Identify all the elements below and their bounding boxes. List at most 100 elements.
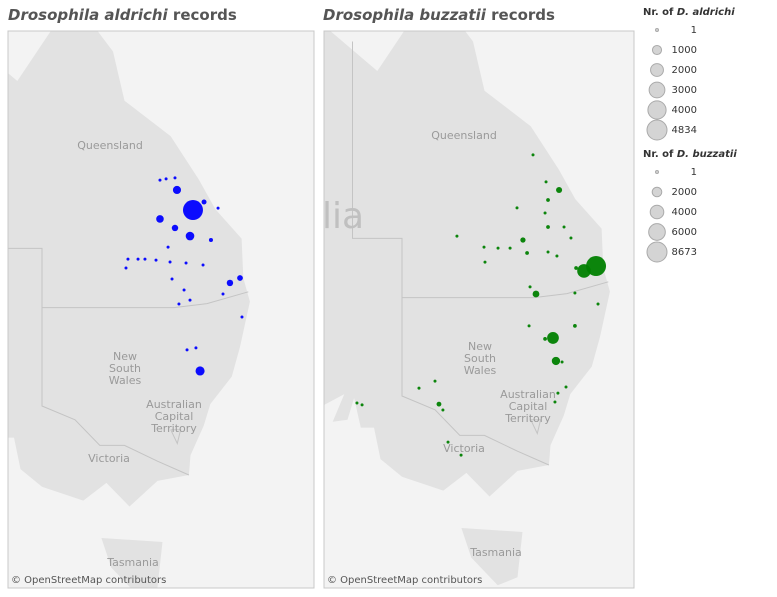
legend-title: Nr. of D. aldrichi xyxy=(643,7,735,18)
record-point xyxy=(441,408,445,412)
record-point xyxy=(182,288,186,292)
record-point xyxy=(515,206,519,210)
legend-label: 4000 xyxy=(672,207,697,218)
record-point xyxy=(185,231,195,241)
record-point xyxy=(496,246,500,250)
map-title: Drosophila buzzatii records xyxy=(323,6,555,24)
record-point xyxy=(483,260,487,264)
region-label: Territory xyxy=(504,412,551,425)
legend-prefix: Nr. of xyxy=(643,149,674,160)
record-point xyxy=(586,256,607,277)
state-border xyxy=(401,297,550,466)
record-point xyxy=(226,279,234,287)
record-point xyxy=(528,285,532,289)
region-label: South xyxy=(464,352,496,365)
record-point xyxy=(172,185,182,195)
panel-border xyxy=(7,30,315,589)
record-point xyxy=(240,315,244,319)
region-label: South xyxy=(109,362,141,375)
land xyxy=(324,31,610,497)
record-point xyxy=(433,379,437,383)
region-label: Wales xyxy=(109,374,142,387)
attribution: © OpenStreetMap contributors xyxy=(11,575,166,586)
record-point xyxy=(543,211,547,215)
record-point xyxy=(154,258,158,262)
record-point xyxy=(546,250,550,254)
title-species: Drosophila aldrichi xyxy=(8,6,169,24)
record-point xyxy=(171,224,179,232)
region-label: Wales xyxy=(464,364,497,377)
record-point xyxy=(553,400,557,404)
region-label: Victoria xyxy=(88,452,130,465)
record-point xyxy=(446,440,450,444)
record-point xyxy=(156,215,164,223)
attribution: © OpenStreetMap contributors xyxy=(327,575,482,586)
record-point xyxy=(360,403,364,407)
record-point xyxy=(556,186,563,194)
record-point xyxy=(417,386,421,390)
region-label: Victoria xyxy=(443,442,485,455)
legend-prefix: Nr. of xyxy=(643,7,674,18)
state-border xyxy=(170,429,182,445)
record-point xyxy=(173,176,177,180)
record-point xyxy=(577,264,591,278)
record-point xyxy=(596,302,600,306)
record-point xyxy=(482,245,486,249)
legend-label: 4834 xyxy=(672,125,697,136)
legend-species: D. buzzatii xyxy=(677,149,737,160)
land xyxy=(461,528,523,586)
record-point xyxy=(551,356,561,366)
region-label: New xyxy=(113,350,137,363)
legend-label: 6000 xyxy=(672,227,697,238)
record-point xyxy=(574,266,578,270)
record-point xyxy=(355,401,359,405)
region-label: Australian xyxy=(146,398,202,411)
legend-label: 2000 xyxy=(672,65,697,76)
record-point xyxy=(562,225,566,229)
region-label: Australian xyxy=(500,388,556,401)
record-point xyxy=(569,236,573,240)
state-border xyxy=(530,419,542,435)
legend-swatch xyxy=(655,28,659,32)
record-point xyxy=(573,324,577,328)
record-point xyxy=(124,266,128,270)
legend-swatch xyxy=(648,223,666,241)
legend-species: D. aldrichi xyxy=(677,7,735,18)
record-point xyxy=(177,302,181,306)
legend-label: 4000 xyxy=(672,105,697,116)
record-point xyxy=(573,291,577,295)
title-suffix: records xyxy=(173,6,237,24)
record-point xyxy=(555,254,559,258)
legend-swatch xyxy=(646,119,668,141)
legend-title: Nr. of D. buzzatii xyxy=(643,149,737,160)
record-point xyxy=(455,234,459,238)
land xyxy=(101,538,163,588)
country-label: lia xyxy=(322,196,364,237)
legend-swatch xyxy=(649,204,665,220)
record-point xyxy=(527,324,531,328)
title-suffix: records xyxy=(491,6,555,24)
record-point xyxy=(546,198,550,202)
region-label: Capital xyxy=(509,400,548,413)
record-point xyxy=(184,261,188,265)
legend-label: 2000 xyxy=(672,187,697,198)
title-species: Drosophila buzzatii xyxy=(323,6,487,24)
record-point xyxy=(182,200,203,221)
legend-swatch xyxy=(648,81,666,99)
record-point xyxy=(525,251,529,255)
record-point xyxy=(508,246,512,250)
record-point xyxy=(158,178,162,182)
region-label: New xyxy=(468,340,492,353)
legend-swatch xyxy=(651,44,663,56)
record-point xyxy=(216,206,220,210)
record-point xyxy=(195,366,205,376)
record-point xyxy=(221,292,225,296)
region-label: Territory xyxy=(150,422,197,435)
region-label: Tasmania xyxy=(469,546,522,559)
record-point xyxy=(188,298,192,302)
legend-label: 1 xyxy=(691,25,697,36)
record-point xyxy=(532,290,540,298)
state-border xyxy=(41,307,190,476)
record-point xyxy=(564,385,568,389)
map-title: Drosophila aldrichi records xyxy=(8,6,237,24)
